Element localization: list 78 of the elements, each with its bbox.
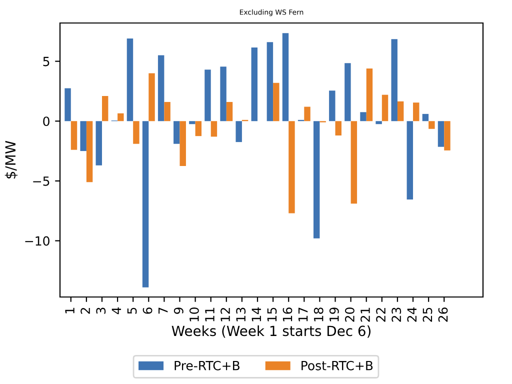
bar bbox=[422, 114, 429, 122]
bar bbox=[118, 113, 124, 122]
x-tick-label: 17 bbox=[298, 308, 308, 322]
bar bbox=[126, 38, 134, 122]
bar bbox=[273, 82, 280, 122]
x-tick-label: 7 bbox=[158, 308, 168, 314]
y-tick-label: −10 bbox=[25, 236, 50, 246]
x-tick-label: 24 bbox=[407, 307, 416, 322]
bar bbox=[195, 121, 202, 136]
x-axis-title: Weeks (Week 1 starts Dec 6) bbox=[172, 325, 370, 338]
x-tick-label: 16 bbox=[282, 308, 292, 322]
legend-label: Pre-RTC+B bbox=[174, 360, 240, 370]
bar bbox=[304, 106, 310, 122]
bar bbox=[64, 88, 71, 122]
bar bbox=[251, 48, 258, 122]
legend-label: Post-RTC+B bbox=[302, 360, 373, 370]
bar bbox=[350, 121, 358, 204]
bar bbox=[210, 121, 218, 137]
bar bbox=[329, 90, 336, 122]
bar bbox=[158, 55, 164, 122]
bar bbox=[189, 121, 196, 124]
bar bbox=[360, 112, 366, 122]
bar bbox=[236, 121, 242, 142]
bar bbox=[204, 70, 211, 122]
x-tick-label: 9 bbox=[174, 308, 184, 314]
bar bbox=[382, 94, 388, 122]
bar bbox=[397, 101, 404, 122]
bar bbox=[313, 121, 320, 238]
x-tick-label: 6 bbox=[142, 308, 152, 314]
x-tick-label: 21 bbox=[360, 308, 370, 322]
x-tick-label: 3 bbox=[96, 308, 106, 314]
bar bbox=[438, 121, 444, 147]
bar bbox=[180, 121, 186, 166]
x-tick-label: 23 bbox=[392, 308, 402, 322]
bar bbox=[142, 121, 149, 288]
bar bbox=[428, 121, 435, 129]
bar bbox=[266, 42, 274, 122]
x-tick-label: 18 bbox=[314, 308, 324, 322]
x-tick-label: 20 bbox=[344, 308, 354, 322]
x-tick-label: 15 bbox=[267, 308, 277, 322]
x-tick-label: 13 bbox=[236, 308, 246, 322]
bar bbox=[86, 121, 93, 182]
bar bbox=[102, 96, 108, 122]
bar bbox=[226, 102, 233, 122]
bar bbox=[174, 121, 180, 144]
bar bbox=[70, 121, 78, 150]
x-tick-label: 25 bbox=[422, 308, 432, 322]
bar bbox=[444, 121, 450, 150]
x-tick-label: 14 bbox=[252, 307, 261, 322]
y-tick-label: 0 bbox=[43, 116, 50, 126]
x-tick-label: 2 bbox=[80, 308, 90, 314]
x-tick-label: 12 bbox=[220, 308, 230, 322]
x-tick-label: 26 bbox=[438, 308, 448, 322]
y-tick-label: −5 bbox=[33, 176, 50, 186]
bar bbox=[220, 66, 226, 122]
y-axis-title: $/MW bbox=[4, 140, 18, 178]
bar bbox=[376, 121, 382, 124]
bar bbox=[335, 121, 342, 136]
bar bbox=[133, 121, 140, 144]
bar bbox=[406, 121, 414, 200]
bar bbox=[148, 73, 155, 122]
bar bbox=[96, 121, 102, 166]
bar bbox=[80, 121, 86, 152]
x-tick-label: 22 bbox=[376, 308, 386, 322]
bar bbox=[366, 68, 373, 122]
bar bbox=[164, 102, 170, 122]
bar bbox=[282, 33, 289, 122]
y-tick-label: 5 bbox=[43, 56, 50, 66]
bar bbox=[391, 39, 398, 122]
x-tick-label: 10 bbox=[189, 308, 199, 322]
x-tick-label: 11 bbox=[205, 308, 214, 322]
x-tick-label: 19 bbox=[329, 308, 339, 322]
bar bbox=[288, 121, 295, 214]
x-tick-label: 5 bbox=[127, 308, 137, 314]
x-tick-label: 4 bbox=[112, 307, 121, 314]
bar bbox=[413, 102, 420, 122]
x-tick-label: 1 bbox=[65, 308, 74, 314]
bar bbox=[344, 63, 351, 122]
